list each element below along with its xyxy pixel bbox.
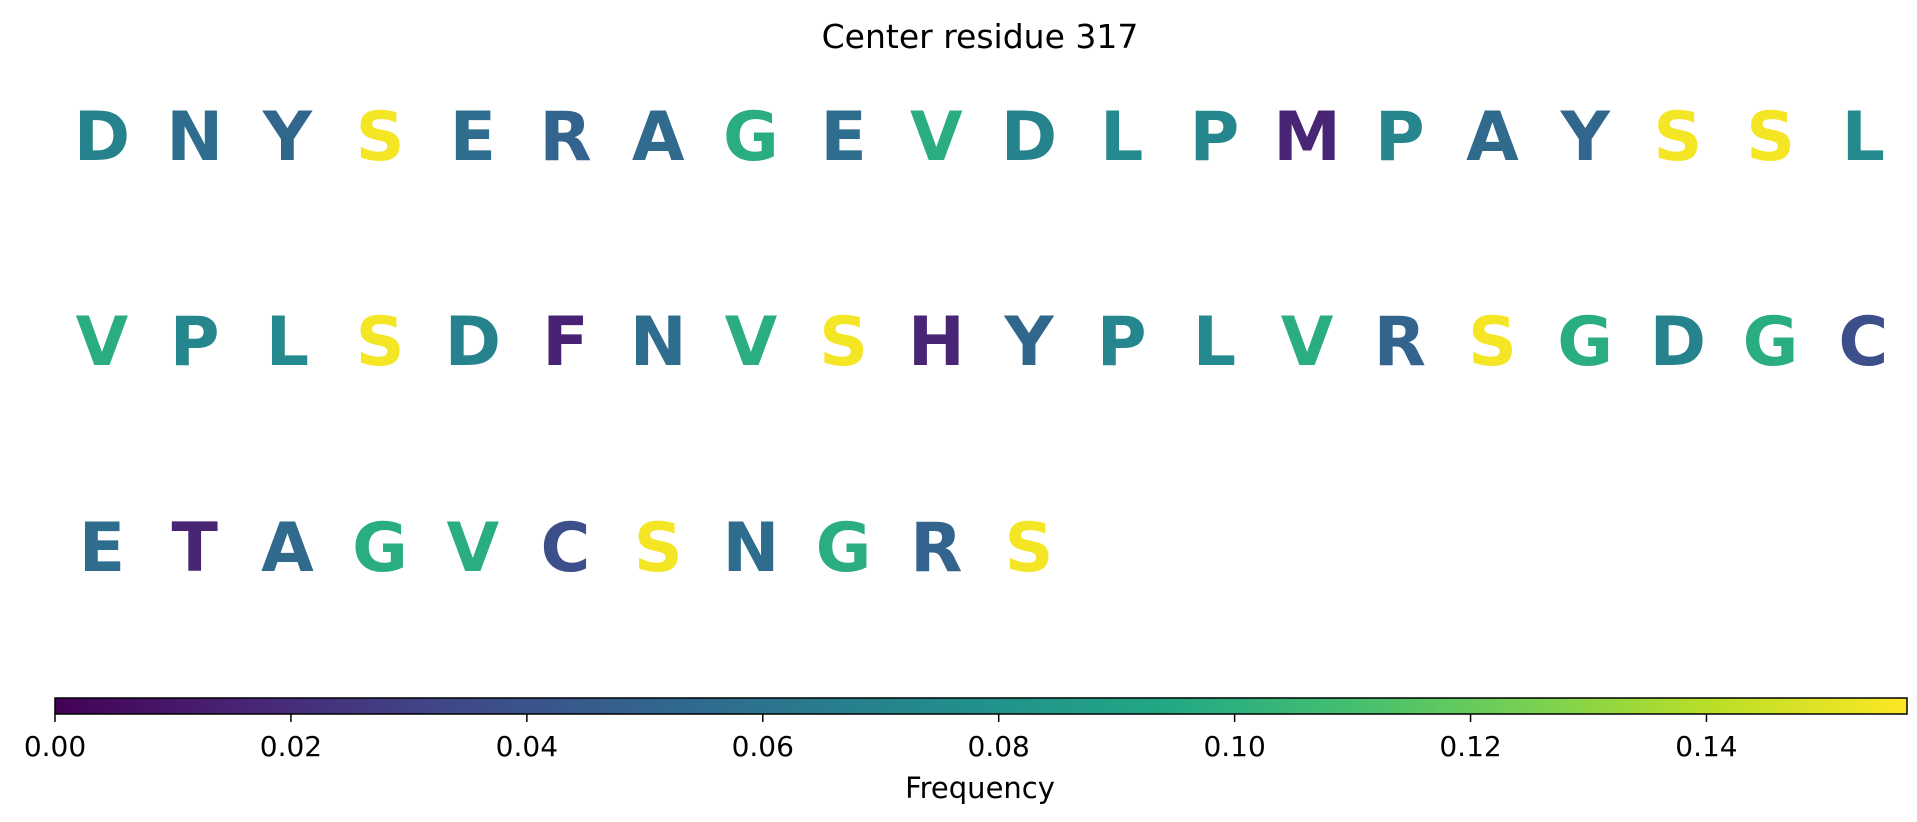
residue-letter: S: [1005, 509, 1054, 588]
colorbar-tick-label: 0.06: [732, 730, 794, 763]
residue-letter: C: [1838, 303, 1888, 382]
residue-letter: F: [542, 303, 588, 382]
colorbar-tick-label: 0.00: [24, 730, 86, 763]
residue-letter: P: [1097, 303, 1147, 382]
residue-letter: V: [1281, 303, 1334, 382]
colorbar-tick-label: 0.02: [260, 730, 322, 763]
residue-letter: N: [722, 509, 779, 588]
residue-letter: N: [630, 303, 687, 382]
residue-letter: Y: [1003, 303, 1054, 382]
residue-letter: G: [352, 509, 408, 588]
residue-letter: S: [819, 303, 868, 382]
residue-letter: R: [539, 98, 591, 177]
residue-letter: Y: [262, 98, 313, 177]
residue-letter: G: [1557, 303, 1613, 382]
colorbar-gradient: [54, 697, 1908, 715]
colorbar: 0.00 0.02 0.04 0.06 0.08 0.10 0.12 0.14 Frequen…: [24, 697, 1908, 805]
residue-letter: V: [725, 303, 778, 382]
residue-letter: A: [261, 509, 314, 588]
residue-letter: D: [74, 98, 130, 177]
colorbar-tick-label: 0.08: [968, 730, 1030, 763]
colorbar-tick-label: 0.14: [1675, 730, 1737, 763]
residue-letter: L: [1193, 303, 1236, 382]
residue-letter: S: [634, 509, 683, 588]
residue-letter: E: [79, 509, 125, 588]
residue-letter: H: [908, 303, 965, 382]
residue-letter: A: [632, 98, 685, 177]
colorbar-ticks: 0.00 0.02 0.04 0.06 0.08 0.10 0.12 0.14: [24, 714, 1738, 763]
residue-letter: M: [1273, 98, 1341, 177]
colorbar-tick-label: 0.10: [1203, 730, 1265, 763]
residue-letter: T: [172, 509, 219, 588]
residue-grid: D N Y S E R A G E V D L P M P A Y S S LV P L S D F N V S H Y P L V R S G D G C…: [74, 98, 1888, 588]
residue-letter: E: [820, 98, 866, 177]
colorbar-tick-label: 0.04: [496, 730, 558, 763]
residue-letter: P: [1189, 98, 1239, 177]
residue-letter: C: [541, 509, 591, 588]
residue-letter: N: [166, 98, 223, 177]
residue-letter: S: [1746, 98, 1795, 177]
residue-letter: Y: [1560, 98, 1611, 177]
colorbar-tick-label: 0.12: [1439, 730, 1501, 763]
residue-letter: P: [170, 303, 220, 382]
residue-letter: D: [1650, 303, 1706, 382]
residue-letter: D: [445, 303, 501, 382]
colorbar-label: Frequency: [905, 771, 1055, 805]
residue-letter: A: [1466, 98, 1519, 177]
residue-letter: V: [446, 509, 499, 588]
chart-title: Center residue 317: [822, 17, 1139, 56]
residue-letter: G: [816, 509, 872, 588]
residue-letter: L: [1100, 98, 1143, 177]
residue-letter: L: [266, 303, 309, 382]
residue-letter: G: [1743, 303, 1799, 382]
residue-letter: E: [450, 98, 496, 177]
residue-letter: P: [1375, 98, 1425, 177]
residue-letter: V: [76, 303, 129, 382]
residue-letter: L: [1842, 98, 1885, 177]
residue-letter: S: [1468, 303, 1517, 382]
residue-letter: S: [356, 303, 405, 382]
residue-letter: S: [356, 98, 405, 177]
residue-letter: R: [910, 509, 962, 588]
residue-letter: S: [1653, 98, 1702, 177]
residue-letter: R: [1374, 303, 1426, 382]
residue-letter: D: [1001, 98, 1057, 177]
residue-letter: V: [910, 98, 963, 177]
residue-letter: G: [723, 98, 779, 177]
